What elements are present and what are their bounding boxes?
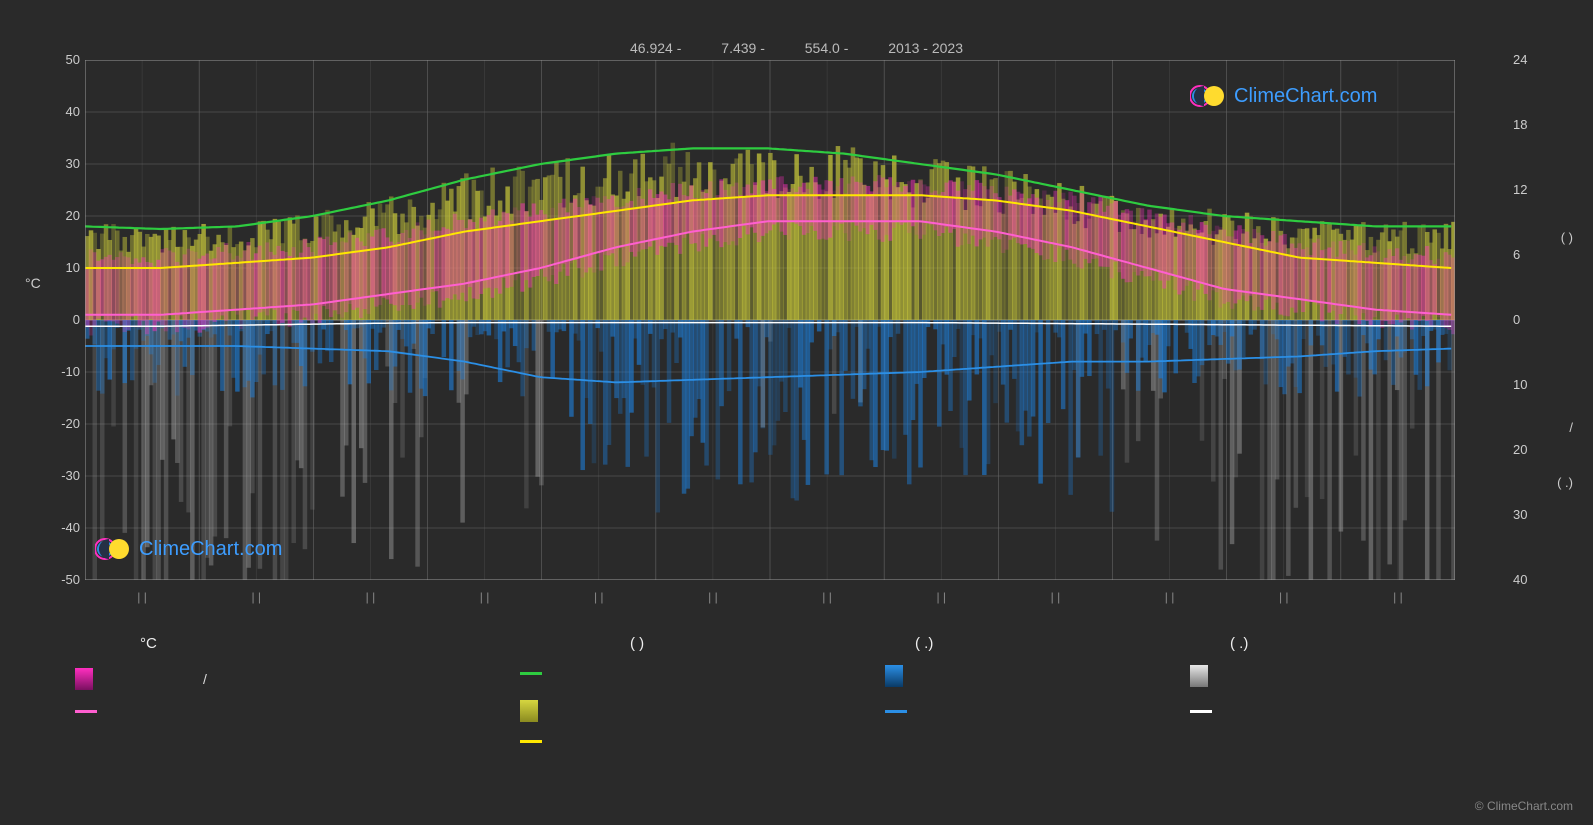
header-lat: 46.924 - <box>630 40 681 56</box>
legend-item <box>1190 710 1212 713</box>
logo-icon <box>95 535 131 563</box>
chart-container: 46.924 - 7.439 - 554.0 - 2013 - 2023 °C … <box>0 0 1593 825</box>
logo-icon <box>1190 82 1226 110</box>
y-tick-left: -10 <box>50 364 80 379</box>
header-years: 2013 - 2023 <box>888 40 963 56</box>
legend-item <box>885 665 903 687</box>
legend-item <box>1190 665 1208 687</box>
y-axis-left-label: °C <box>25 275 41 291</box>
y-tick-right-bottom: 10 <box>1513 377 1543 392</box>
legend-swatch-line <box>1190 710 1212 713</box>
x-tick: | | <box>251 590 261 604</box>
x-tick: | | <box>480 590 490 604</box>
legend-item <box>520 700 538 722</box>
y-tick-left: 40 <box>50 104 80 119</box>
legend-swatch-block <box>1190 665 1208 687</box>
header-lon: 7.439 - <box>721 40 765 56</box>
y-tick-right-bottom: 40 <box>1513 572 1543 587</box>
y-tick-left: -50 <box>50 572 80 587</box>
legend-item <box>520 672 542 675</box>
y-tick-left: -40 <box>50 520 80 535</box>
legend-item <box>520 740 542 743</box>
legend-swatch-line <box>75 710 97 713</box>
x-tick: | | <box>1051 590 1061 604</box>
x-tick: | | <box>936 590 946 604</box>
y-axis-right-unit: / <box>1569 420 1573 435</box>
legend-item: / <box>75 668 207 690</box>
y-axis-right-unit: ( .) <box>1557 475 1573 490</box>
y-tick-left: 30 <box>50 156 80 171</box>
plot-area <box>85 60 1455 580</box>
x-tick: | | <box>594 590 604 604</box>
logo-text: ClimeChart.com <box>1234 85 1377 108</box>
legend-header-hours: ( ) <box>630 635 644 652</box>
legend-swatch-block <box>885 665 903 687</box>
y-tick-left: 0 <box>50 312 80 327</box>
x-tick: | | <box>366 590 376 604</box>
legend-item <box>885 710 907 713</box>
y-tick-right-bottom: 20 <box>1513 442 1543 457</box>
y-tick-left: -20 <box>50 416 80 431</box>
y-tick-right-top: 12 <box>1513 182 1543 197</box>
logo-top-right: ClimeChart.com <box>1190 82 1377 110</box>
y-tick-left: 50 <box>50 52 80 67</box>
chart-header: 46.924 - 7.439 - 554.0 - 2013 - 2023 <box>0 40 1593 56</box>
y-tick-left: -30 <box>50 468 80 483</box>
x-tick: | | <box>137 590 147 604</box>
plot-svg <box>85 60 1455 580</box>
y-tick-right-bottom: 30 <box>1513 507 1543 522</box>
y-tick-right-top: 6 <box>1513 247 1543 262</box>
y-tick-right-top: 0 <box>1513 312 1543 327</box>
y-axis-right-unit: ( ) <box>1561 230 1573 245</box>
legend-header-temp: °C <box>140 635 157 652</box>
x-tick: | | <box>1279 590 1289 604</box>
x-tick: | | <box>1393 590 1403 604</box>
legend-header-precip: ( .) <box>915 635 933 652</box>
legend-swatch-line <box>520 672 542 675</box>
logo-bottom-left: ClimeChart.com <box>95 535 282 563</box>
y-tick-right-top: 18 <box>1513 117 1543 132</box>
y-tick-left: 20 <box>50 208 80 223</box>
legend-item <box>75 710 97 713</box>
x-tick: | | <box>708 590 718 604</box>
header-elev: 554.0 - <box>805 40 849 56</box>
footer-copyright: © ClimeChart.com <box>1475 799 1573 813</box>
logo-text: ClimeChart.com <box>139 538 282 561</box>
x-tick: | | <box>1165 590 1175 604</box>
legend-label: / <box>203 671 207 687</box>
legend-swatch-line <box>885 710 907 713</box>
legend-swatch-line <box>520 740 542 743</box>
legend-swatch-block <box>75 668 93 690</box>
y-tick-right-top: 24 <box>1513 52 1543 67</box>
legend-swatch-block <box>520 700 538 722</box>
x-tick: | | <box>822 590 832 604</box>
y-tick-left: 10 <box>50 260 80 275</box>
legend-header-snow: ( .) <box>1230 635 1248 652</box>
